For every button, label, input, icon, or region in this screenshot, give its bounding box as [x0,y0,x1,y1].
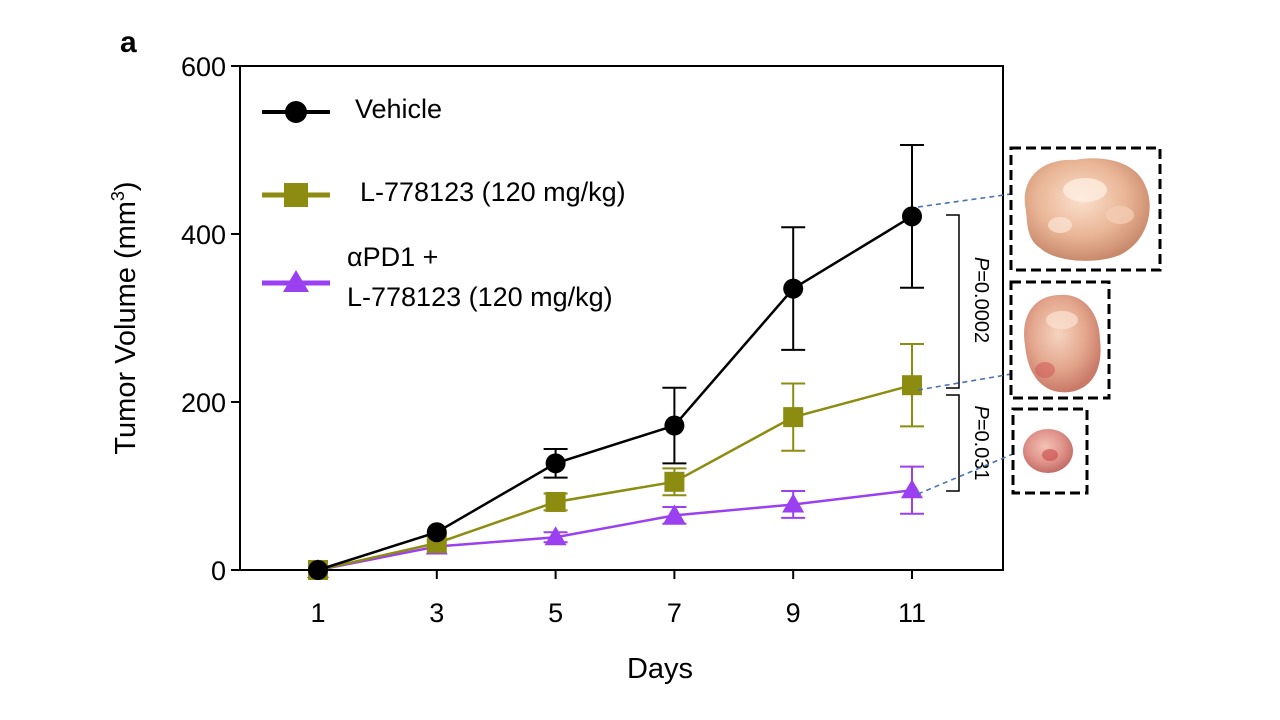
p-value-1-italic: P [970,257,992,271]
legend-square-marker [284,183,308,207]
legend: Vehicle L-778123 (120 mg/kg) αPD1 + L-77… [262,94,626,312]
x-axis-title: Days [627,653,693,685]
plot-frame [239,65,1004,571]
legend-label-apd1-line1: αPD1 + [347,242,438,272]
y-axis-title-close: ) [110,181,142,191]
data-point-circle [902,206,922,227]
series-line [317,383,913,572]
series-triangle [307,465,924,578]
data-point-square [783,407,804,428]
series-circle [308,143,924,580]
data-point-circle [664,415,685,436]
x-tick-label: 1 [310,598,325,628]
x-tick-label: 9 [786,598,801,628]
series-layer [307,143,924,580]
y-axis-title-main: Tumor Volume (mm [110,201,142,455]
data-point-triangle [782,493,805,513]
legend-item-apd1-l778123: αPD1 + L-778123 (120 mg/kg) [262,242,613,312]
connector-l778123 [917,369,1036,391]
legend-label-apd1-line2: L-778123 (120 mg/kg) [347,282,613,312]
thumbnail-tumor-vehicle [1009,146,1162,272]
x-tick-label: 7 [667,598,682,628]
p-value-2-italic: P [970,405,992,419]
bracket-l778123-vs-combo [946,394,960,492]
data-point-square [545,491,566,512]
plot-area [239,65,1004,571]
bracket-vehicle-vs-l778123 [946,214,960,389]
data-point-circle [426,522,447,543]
data-point-circle [545,453,566,474]
legend-label-l778123: L-778123 (120 mg/kg) [360,177,626,207]
thumbnail-tumor-l778123 [1009,280,1111,400]
y-tick-label: 0 [211,556,226,586]
y-tick-label: 600 [181,52,226,82]
legend-circle-marker [285,101,307,123]
significance-brackets: P=0.0002 P=0.031 [946,214,992,492]
panel-label: a [120,26,137,59]
tumor-thumbnails [917,146,1162,495]
thumbnail-tumor-apd1-l778123 [1011,407,1089,495]
data-point-circle [783,278,804,299]
data-point-triangle [663,504,686,524]
y-tick-label: 200 [181,388,226,418]
x-tick-label: 5 [548,598,563,628]
p-value-label-2: P=0.031 [970,405,992,480]
p-value-1-rest: =0.0002 [970,270,992,343]
legend-label-vehicle: Vehicle [355,94,442,124]
y-axis-title-superscript: 3 [108,191,128,201]
legend-triangle-marker [283,270,309,292]
data-point-square [664,471,685,492]
connector-combo [917,450,1021,495]
data-point-circle [308,560,328,580]
legend-item-vehicle: Vehicle [262,94,442,124]
tumor-image-vehicle [1024,158,1150,261]
p-value-label-1: P=0.0002 [970,257,992,343]
data-point-triangle [544,526,567,546]
series-line [317,488,913,572]
legend-item-l778123: L-778123 (120 mg/kg) [262,177,626,207]
data-point-triangle [901,479,923,499]
p-value-2-rest: =0.031 [970,419,992,481]
y-axis: 0 200 400 600 [181,52,240,586]
x-tick-label: 3 [429,598,444,628]
x-axis: 1 3 5 7 9 11 [310,570,926,628]
y-axis-title: Tumor Volume (mm3) [108,181,142,454]
series-line [317,215,913,572]
y-tick-label: 400 [181,220,226,250]
data-point-square [902,375,922,396]
x-tick-label: 11 [898,598,926,628]
